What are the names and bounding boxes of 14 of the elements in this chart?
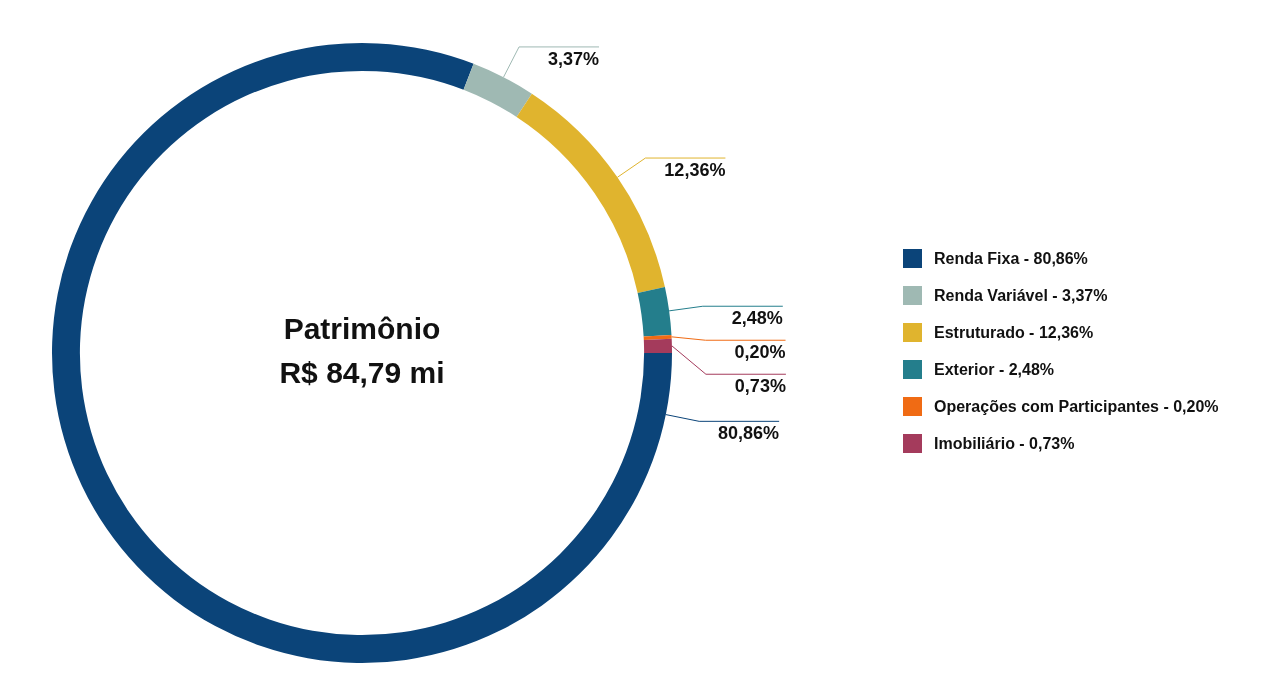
data-label: 0,20%	[734, 342, 786, 363]
data-label: 0,73%	[734, 376, 786, 397]
data-label: 2,48%	[731, 308, 783, 329]
legend-label: Estruturado - 12,36%	[934, 323, 1094, 342]
legend-label: Operações com Participantes - 0,20%	[934, 397, 1219, 416]
legend-label: Exterior - 2,48%	[934, 360, 1055, 379]
legend-label: Renda Fixa - 80,86%	[934, 249, 1088, 268]
legend-label: Imobiliário - 0,73%	[934, 434, 1075, 453]
text: Patrimônio	[283, 312, 441, 346]
data-label: 80,86%	[718, 423, 780, 444]
data-label: 3,37%	[547, 48, 600, 69]
data-label: 12,36%	[664, 160, 726, 181]
text: R$ 84,79 mi	[279, 356, 445, 390]
legend-label: Renda Variável - 3,37%	[934, 286, 1108, 305]
